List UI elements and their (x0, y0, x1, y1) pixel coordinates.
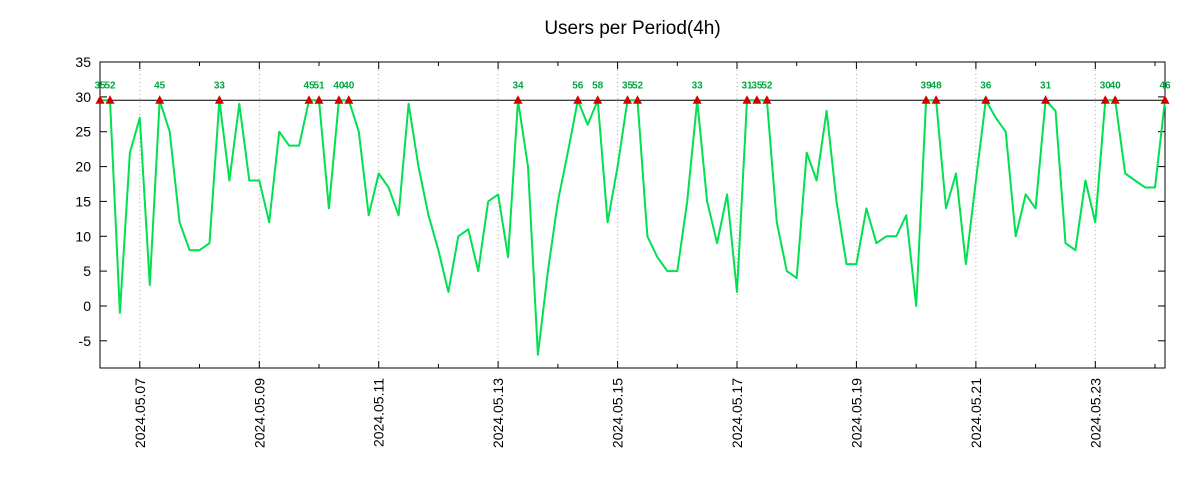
peak-value-label: 36 (980, 80, 992, 91)
overflow-marker-icon (95, 95, 105, 104)
overflow-marker-icon (921, 95, 931, 104)
peak-value-label: 31 (741, 80, 753, 91)
overflow-marker-icon (981, 95, 991, 104)
overflow-marker-icon (105, 95, 115, 104)
overflow-marker-icon (155, 95, 165, 104)
chart-title: Users per Period(4h) (544, 18, 721, 39)
overflow-marker-icon (593, 95, 603, 104)
peak-value-label: 51 (313, 80, 325, 91)
y-tick-label: 20 (75, 159, 91, 175)
peak-value-label: 31 (1040, 80, 1052, 91)
x-tick-label: 2024.05.19 (848, 378, 864, 448)
overflow-marker-icon (692, 95, 702, 104)
overflow-marker-icon (762, 95, 772, 104)
overflow-marker-icon (344, 95, 354, 104)
peak-value-label: 52 (632, 80, 644, 91)
x-tick-label: 2024.05.23 (1087, 378, 1103, 448)
overflow-marker-icon (931, 95, 941, 104)
peak-value-label: 52 (104, 80, 116, 91)
x-tick-label: 2024.05.13 (490, 378, 506, 448)
y-tick-label: -5 (79, 333, 92, 349)
peak-value-label: 35 (751, 80, 763, 91)
overflow-marker-icon (1041, 95, 1051, 104)
overflow-marker-icon (573, 95, 583, 104)
overflow-marker-icon (304, 95, 314, 104)
x-tick-label: 2024.05.21 (968, 378, 984, 448)
plot-border (99, 61, 1166, 369)
y-tick-label: 25 (75, 124, 91, 140)
peak-value-label: 40 (343, 80, 355, 91)
peak-value-label: 33 (214, 80, 226, 91)
peak-value-label: 33 (692, 80, 704, 91)
overflow-marker-icon (1160, 95, 1170, 104)
peak-value-label: 52 (761, 80, 773, 91)
x-tick-label: 2024.05.15 (610, 378, 626, 448)
peak-value-label: 48 (931, 80, 943, 91)
y-tick-label: 0 (83, 298, 91, 314)
peak-value-label: 34 (512, 80, 524, 91)
peak-value-label: 40 (333, 80, 345, 91)
peak-value-label: 35 (622, 80, 634, 91)
peak-value-label: 45 (303, 80, 315, 91)
overflow-marker-icon (1100, 95, 1110, 104)
overflow-marker-icon (334, 95, 344, 104)
overflow-marker-icon (214, 95, 224, 104)
overflow-marker-icon (633, 95, 642, 104)
peak-value-label: 58 (592, 80, 604, 91)
overflow-marker-icon (314, 95, 324, 104)
y-tick-label: 30 (75, 89, 91, 105)
overflow-marker-icon (623, 95, 632, 104)
peak-value-label: 39 (921, 80, 933, 91)
overflow-marker-icon (1110, 95, 1120, 104)
x-tick-label: 2024.05.17 (729, 378, 745, 448)
y-tick-label: 10 (75, 228, 91, 244)
overflow-marker-icon (752, 95, 762, 104)
y-tick-label: 5 (83, 263, 91, 279)
peak-value-label: 45 (154, 80, 166, 91)
peak-value-label: 40 (1110, 80, 1122, 91)
y-tick-label: 15 (75, 193, 91, 209)
peak-value-label: 30 (1100, 80, 1112, 91)
x-tick-label: 2024.05.09 (251, 378, 267, 448)
y-tick-label: 35 (75, 54, 91, 70)
x-tick-label: 2024.05.07 (132, 378, 148, 448)
overflow-marker-icon (513, 95, 523, 104)
peak-value-label: 46 (1159, 80, 1171, 91)
x-tick-label: 2024.05.11 (371, 378, 387, 447)
overflow-marker-icon (742, 95, 752, 104)
peak-value-label: 35 (94, 80, 106, 91)
peak-value-label: 56 (572, 80, 584, 91)
